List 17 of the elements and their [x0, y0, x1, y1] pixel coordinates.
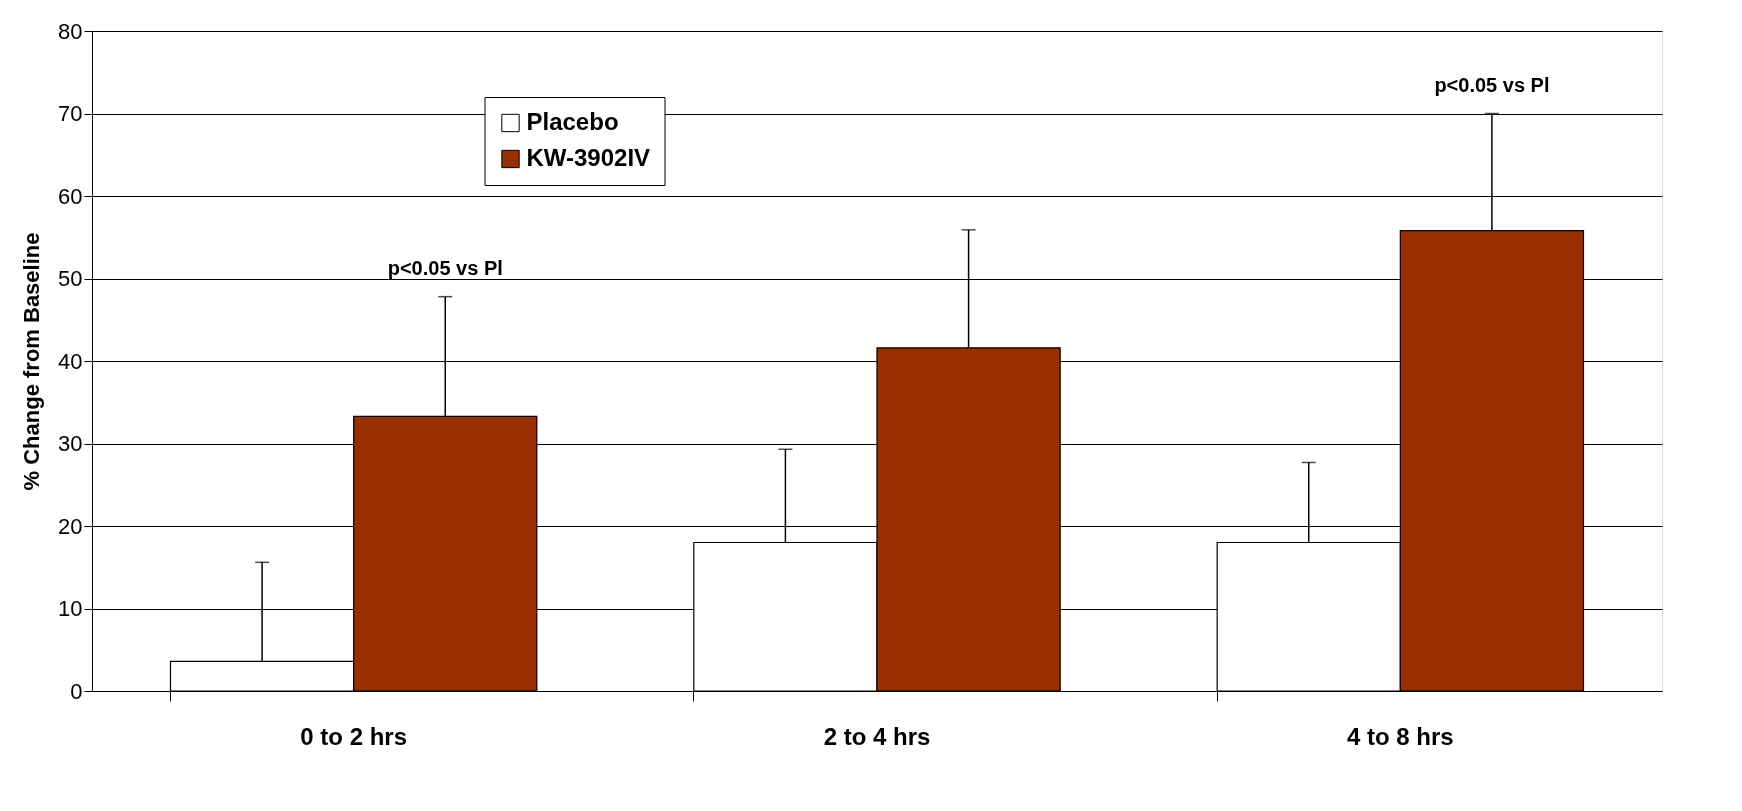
y-tick-label: 40: [58, 348, 83, 374]
y-tick-label: 20: [58, 513, 83, 539]
legend-label: KW-3902IV: [526, 144, 651, 171]
y-axis-title: % Change from Baseline: [19, 232, 45, 491]
y-tick-label: 80: [58, 18, 83, 44]
y-tick-label: 60: [58, 183, 83, 209]
legend-label: Placebo: [526, 108, 619, 135]
y-tick-label: 70: [58, 101, 83, 126]
x-tick-label: 0 to 2 hrs: [300, 722, 408, 750]
y-tick-label: 0: [70, 678, 83, 704]
x-tick-label: 2 to 4 hrs: [823, 722, 931, 750]
y-tick-label: 10: [58, 596, 83, 621]
annotation: p<0.05 vs Pl: [387, 256, 503, 279]
annotation: p<0.05 vs Pl: [1434, 73, 1550, 96]
y-tick-label: 50: [58, 266, 83, 291]
x-tick-label: 4 to 8 hrs: [1346, 722, 1454, 750]
y-tick-label: 30: [58, 431, 83, 456]
